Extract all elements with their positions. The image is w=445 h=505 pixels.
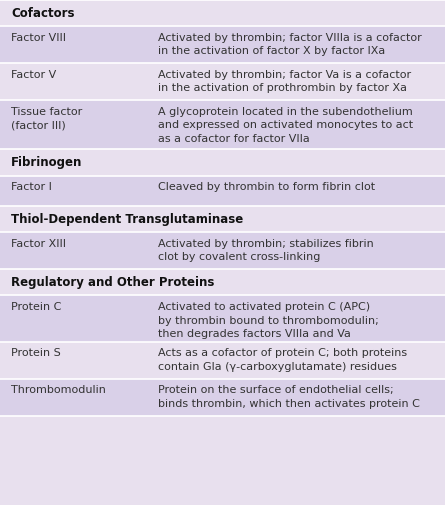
Bar: [0, 100, 445, 149]
Text: Thiol-Dependent Transglutaminase: Thiol-Dependent Transglutaminase: [11, 213, 243, 226]
Bar: [0, 63, 445, 100]
Bar: [0, 295, 445, 342]
Text: Fibrinogen: Fibrinogen: [11, 156, 82, 169]
Text: Protein on the surface of endothelial cells;
binds thrombin, which then activate: Protein on the surface of endothelial ce…: [158, 385, 420, 409]
Text: A glycoprotein located in the subendothelium
and expressed on activated monocyte: A glycoprotein located in the subendothe…: [158, 107, 413, 144]
Text: Cleaved by thrombin to form fibrin clot: Cleaved by thrombin to form fibrin clot: [158, 182, 375, 192]
Text: Tissue factor
(factor III): Tissue factor (factor III): [11, 107, 82, 130]
Bar: [0, 0, 445, 26]
Text: Regulatory and Other Proteins: Regulatory and Other Proteins: [11, 276, 214, 289]
Text: Protein C: Protein C: [11, 302, 61, 312]
Text: Factor VIII: Factor VIII: [11, 33, 66, 43]
Bar: [0, 206, 445, 232]
Text: Thrombomodulin: Thrombomodulin: [11, 385, 106, 395]
Bar: [0, 232, 445, 269]
Text: Activated by thrombin; factor VIIIa is a cofactor
in the activation of factor X : Activated by thrombin; factor VIIIa is a…: [158, 33, 422, 57]
Text: Factor I: Factor I: [11, 182, 52, 192]
Bar: [0, 342, 445, 379]
Text: Cofactors: Cofactors: [11, 7, 75, 20]
Bar: [0, 26, 445, 63]
Text: Protein S: Protein S: [11, 348, 61, 359]
Bar: [0, 176, 445, 206]
Text: Acts as a cofactor of protein C; both proteins
contain Gla (γ-carboxyglutamate) : Acts as a cofactor of protein C; both pr…: [158, 348, 407, 372]
Bar: [0, 149, 445, 176]
Text: Factor V: Factor V: [11, 70, 57, 80]
Text: Activated to activated protein C (APC)
by thrombin bound to thrombomodulin;
then: Activated to activated protein C (APC) b…: [158, 302, 379, 339]
Bar: [0, 379, 445, 416]
Text: Factor XIII: Factor XIII: [11, 239, 66, 249]
Text: Activated by thrombin; factor Va is a cofactor
in the activation of prothrombin : Activated by thrombin; factor Va is a co…: [158, 70, 411, 93]
Bar: [0, 269, 445, 295]
Text: Activated by thrombin; stabilizes fibrin
clot by covalent cross-linking: Activated by thrombin; stabilizes fibrin…: [158, 239, 374, 263]
